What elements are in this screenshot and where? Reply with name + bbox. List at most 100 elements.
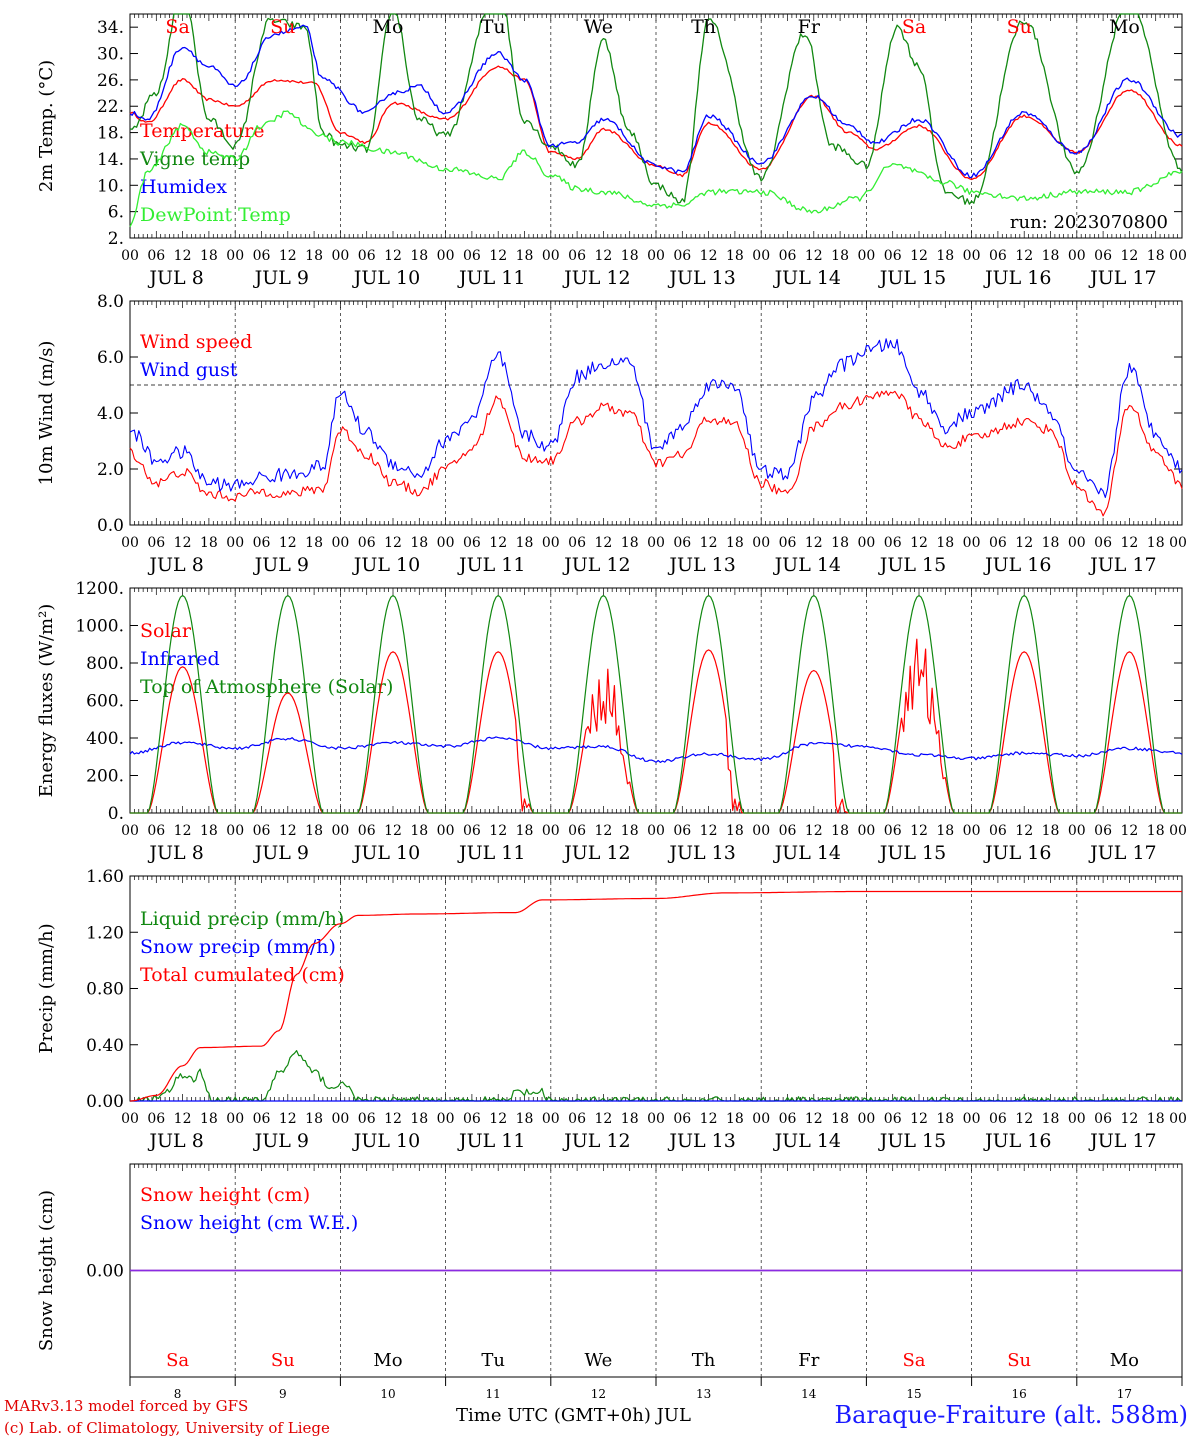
hour-tick-label: 00 [437,823,455,839]
weekday-label: Fr [798,1350,819,1371]
date-label: JUL 9 [253,554,309,576]
hour-tick-label: 06 [358,535,376,551]
date-label: JUL 10 [352,554,420,576]
hour-tick-label: 06 [989,823,1007,839]
date-label: JUL 13 [667,1130,735,1152]
hour-tick-label: 18 [410,248,428,264]
date-label: JUL 11 [457,267,525,289]
hour-tick-label: 18 [1042,823,1060,839]
date-label: JUL 9 [253,842,309,864]
hour-tick-label: 18 [1147,248,1165,264]
hour-tick-label: 12 [910,535,928,551]
hour-tick-label: 00 [1068,1111,1086,1127]
hour-tick-label: 18 [621,823,639,839]
date-label: JUL 14 [773,1130,841,1152]
date-label: JUL 17 [1088,267,1156,289]
weekday-label: Th [691,16,716,38]
hour-tick-label: 00 [1068,535,1086,551]
date-label: JUL 16 [983,1130,1051,1152]
series-line [129,390,1183,517]
legend-entry: Infrared [140,648,220,670]
hour-tick-label: 12 [805,535,823,551]
legend-entry: Vigne temp [139,148,250,170]
weekday-label: Mo [1109,16,1140,38]
hour-tick-label: 18 [410,1111,428,1127]
hour-tick-label: 18 [200,535,218,551]
weekday-label: Mo [373,16,404,38]
hour-tick-label: 12 [174,823,192,839]
y-axis-label: Energy fluxes (W/m²) [36,604,57,798]
hour-tick-label: 12 [805,1111,823,1127]
hour-tick-label: 12 [594,535,612,551]
hour-tick-label: 12 [1015,1111,1033,1127]
hour-tick-label: 18 [1147,823,1165,839]
hour-tick-label: 12 [174,535,192,551]
hour-tick-label: 00 [752,1111,770,1127]
weekday-label: Sa [902,1350,925,1371]
hour-tick-label: 18 [305,535,323,551]
hour-tick-label: 00 [226,535,244,551]
panel-wind: 0.0 2.0 4.0 6.0 8.0 10m Wind (m/s) Wind speed W… [36,292,1187,576]
series-line [129,24,1183,179]
day-number-label: 16 [1012,1387,1027,1401]
series-line [129,13,1183,205]
legend-entry: Solar [140,620,192,642]
date-label: JUL 14 [773,267,841,289]
date-label: JUL 8 [147,1130,203,1152]
legend-entry: Liquid precip (mm/h) [140,908,344,930]
hour-tick-label: 06 [989,1111,1007,1127]
hour-tick-label: 06 [568,823,586,839]
hour-tick-label: 12 [700,248,718,264]
hour-tick-label: 00 [226,248,244,264]
hour-tick-label: 18 [516,1111,534,1127]
date-label: JUL 9 [253,1130,309,1152]
y-axis-label: Precip (mm/h) [36,923,57,1053]
y-tick-label: 200. [86,767,124,787]
hour-tick-label: 06 [147,823,165,839]
legend-entry: Temperature [140,120,264,142]
date-label: JUL 10 [352,842,420,864]
weekday-label: We [584,16,613,38]
hour-tick-label: 18 [200,248,218,264]
weekday-label: Mo [1110,1350,1139,1371]
hour-tick-label: 06 [147,1111,165,1127]
hour-tick-label: 06 [884,248,902,264]
series-line [129,338,1183,499]
legend-entry: Wind speed [140,331,252,353]
hour-tick-label: 00 [331,248,349,264]
y-tick-label: 1.60 [86,867,124,887]
hour-tick-label: 06 [673,248,691,264]
hour-tick-label: 06 [358,823,376,839]
y-tick-label: 0.40 [86,1036,124,1056]
hour-tick-label: 18 [726,1111,744,1127]
hour-tick-label: 18 [516,823,534,839]
hour-tick-label: 06 [779,823,797,839]
hour-tick-label: 12 [489,248,507,264]
hour-tick-label: 06 [463,823,481,839]
hour-tick-label: 12 [594,248,612,264]
legend-entry: Wind gust [140,359,238,381]
hour-tick-label: 06 [568,248,586,264]
hour-tick-label: 00 [857,248,875,264]
y-tick-label: 0.0 [97,516,124,536]
hour-tick-label: 12 [1120,535,1138,551]
hour-tick-label: 18 [936,823,954,839]
hour-tick-label: 18 [1042,1111,1060,1127]
hour-tick-label: 00 [752,823,770,839]
hour-tick-label: 18 [410,535,428,551]
hour-tick-label: 06 [253,248,271,264]
hour-tick-label: 06 [253,1111,271,1127]
hour-tick-label: 12 [489,1111,507,1127]
legend-entry: Snow precip (mm/h) [140,936,336,958]
date-label: JUL 9 [253,267,309,289]
hour-tick-label: 00 [331,823,349,839]
station-name: Baraque-Fraiture (alt. 588m) [834,1401,1188,1429]
hour-tick-label: 00 [1068,248,1086,264]
date-label: JUL 13 [667,842,735,864]
hour-tick-label: 06 [147,535,165,551]
hour-tick-label: 00 [752,535,770,551]
hour-tick-label: 00 [121,535,139,551]
hour-tick-label: 00 [226,823,244,839]
day-number-label: 13 [696,1387,711,1401]
hour-tick-label: 12 [700,823,718,839]
